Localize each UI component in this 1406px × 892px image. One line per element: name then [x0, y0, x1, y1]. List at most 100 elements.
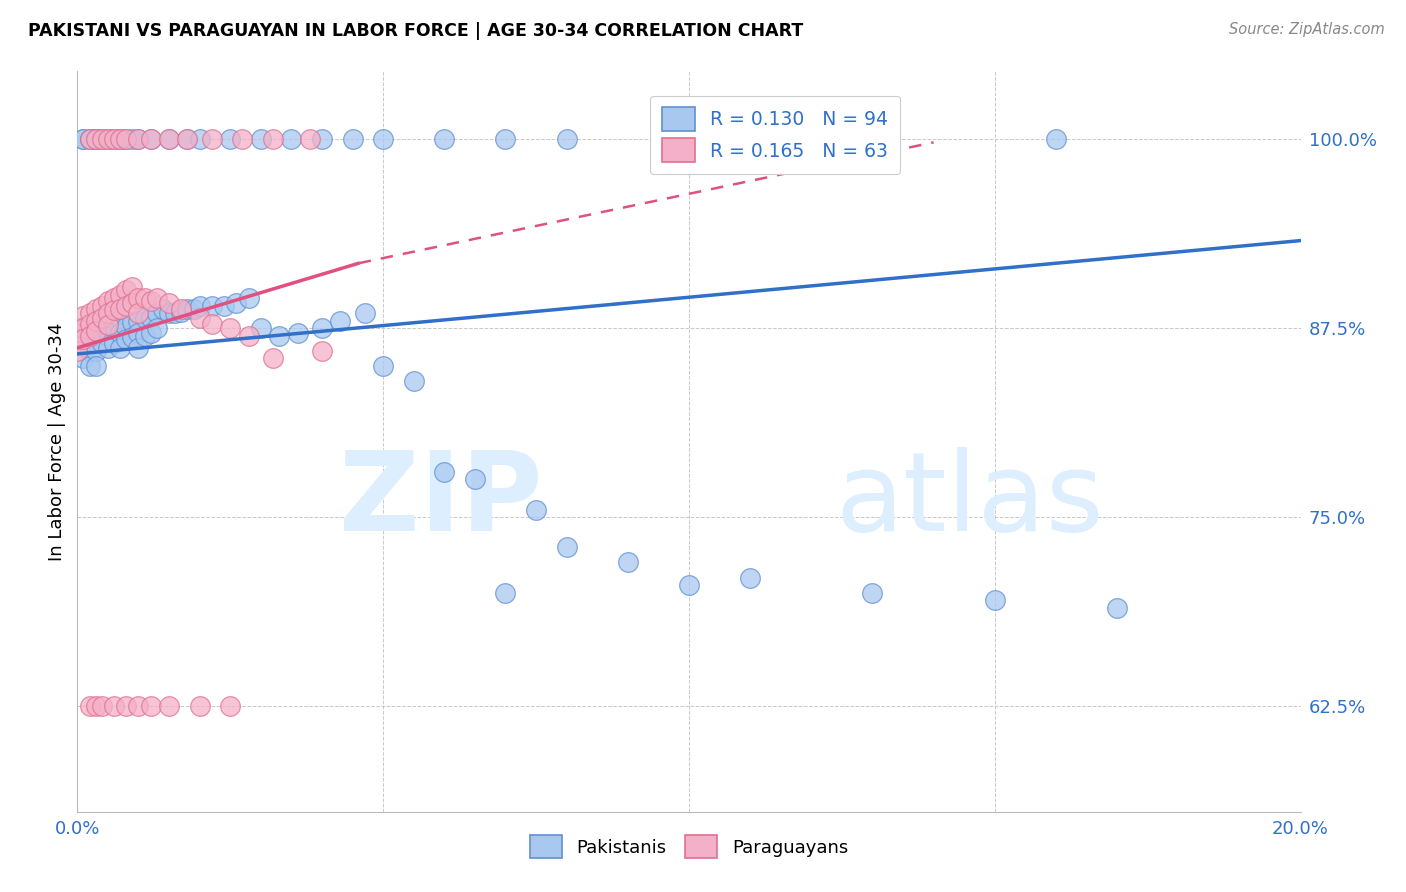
Point: [280, 132, 302, 146]
Point: [152, 301, 174, 316]
Point: [555, 132, 578, 146]
Point: [79, 132, 101, 146]
Point: [170, 301, 193, 316]
Point: [79, 317, 101, 331]
Point: [127, 313, 149, 327]
Point: [97, 132, 120, 146]
Point: [115, 284, 138, 298]
Point: [139, 132, 162, 146]
Point: [108, 326, 131, 340]
Point: [1045, 132, 1067, 146]
Point: [84, 301, 107, 316]
Point: [127, 291, 149, 305]
Point: [103, 303, 125, 318]
Point: [134, 291, 156, 305]
Point: [66, 321, 89, 335]
Point: [121, 295, 143, 310]
Point: [90, 313, 112, 327]
Point: [495, 132, 517, 146]
Point: [72, 321, 94, 335]
Point: [127, 326, 149, 340]
Point: [157, 132, 180, 146]
Point: [146, 291, 169, 305]
Point: [617, 556, 640, 570]
Point: [90, 698, 112, 713]
Point: [108, 288, 131, 302]
Point: [97, 306, 120, 320]
Point: [121, 280, 143, 294]
Point: [103, 132, 125, 146]
Point: [678, 132, 700, 146]
Point: [740, 570, 762, 584]
Point: [219, 321, 242, 335]
Point: [238, 328, 260, 343]
Point: [84, 328, 107, 343]
Point: [219, 132, 242, 146]
Point: [90, 299, 112, 313]
Point: [79, 328, 101, 343]
Point: [139, 132, 162, 146]
Point: [97, 318, 120, 333]
Point: [353, 306, 375, 320]
Point: [115, 299, 138, 313]
Point: [90, 321, 112, 335]
Point: [84, 324, 107, 338]
Point: [524, 502, 547, 516]
Point: [103, 321, 125, 335]
Point: [157, 306, 180, 320]
Point: [262, 351, 284, 366]
Point: [84, 132, 107, 146]
Point: [212, 299, 235, 313]
Point: [188, 299, 211, 313]
Point: [84, 698, 107, 713]
Point: [201, 132, 224, 146]
Point: [139, 326, 162, 340]
Point: [464, 472, 486, 486]
Point: [103, 698, 125, 713]
Point: [176, 132, 198, 146]
Point: [311, 132, 333, 146]
Point: [678, 578, 700, 592]
Point: [984, 593, 1007, 607]
Point: [84, 343, 107, 358]
Point: [84, 359, 107, 373]
Point: [555, 541, 578, 555]
Point: [115, 132, 138, 146]
Point: [183, 301, 205, 316]
Point: [115, 319, 138, 334]
Point: [157, 295, 180, 310]
Point: [115, 132, 138, 146]
Y-axis label: In Labor Force | Age 30-34: In Labor Force | Age 30-34: [48, 322, 66, 561]
Point: [79, 132, 101, 146]
Point: [121, 315, 143, 329]
Point: [72, 309, 94, 323]
Point: [146, 321, 169, 335]
Point: [1107, 600, 1129, 615]
Point: [146, 306, 169, 320]
Point: [108, 310, 131, 325]
Point: [371, 132, 394, 146]
Point: [433, 465, 456, 479]
Point: [72, 336, 94, 351]
Point: [139, 698, 162, 713]
Point: [201, 299, 224, 313]
Point: [66, 332, 89, 346]
Point: [90, 336, 112, 351]
Point: [134, 328, 156, 343]
Point: [250, 132, 273, 146]
Legend: Pakistanis, Paraguayans: Pakistanis, Paraguayans: [523, 828, 855, 865]
Point: [127, 698, 149, 713]
Point: [97, 317, 120, 331]
Point: [201, 317, 224, 331]
Point: [219, 698, 242, 713]
Point: [90, 132, 112, 146]
Text: PAKISTANI VS PARAGUAYAN IN LABOR FORCE | AGE 30-34 CORRELATION CHART: PAKISTANI VS PARAGUAYAN IN LABOR FORCE |…: [28, 22, 803, 40]
Point: [97, 132, 120, 146]
Point: [134, 310, 156, 325]
Point: [225, 295, 247, 310]
Point: [72, 132, 94, 146]
Point: [287, 326, 309, 340]
Point: [103, 291, 125, 305]
Point: [800, 132, 823, 146]
Point: [127, 132, 149, 146]
